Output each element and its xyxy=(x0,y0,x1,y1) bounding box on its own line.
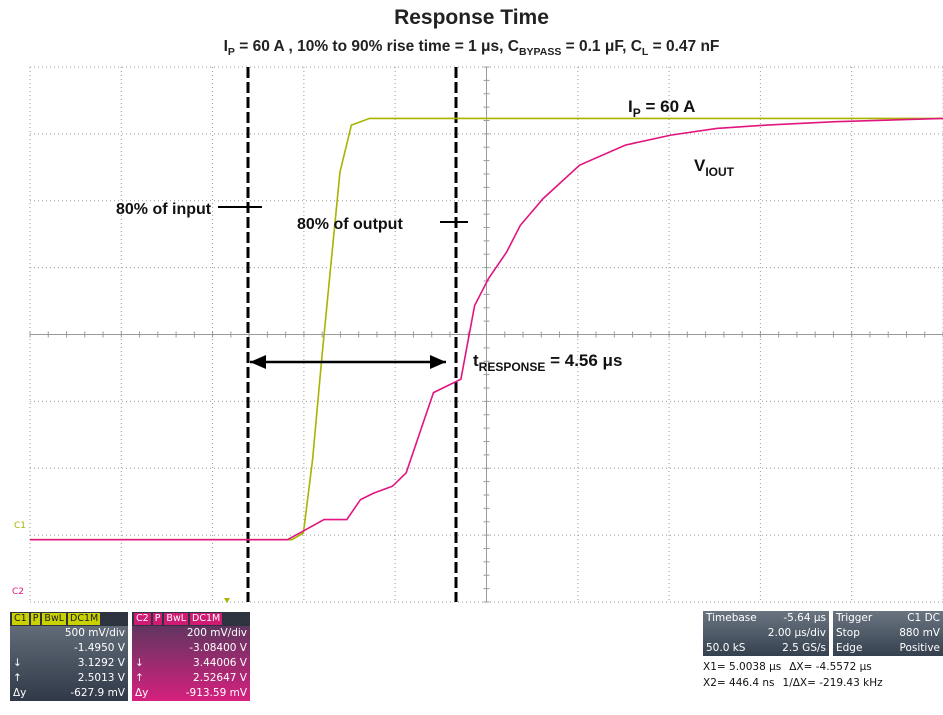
channel2-row: -3.08400 V xyxy=(189,642,247,654)
channel1-row: -1.4950 V xyxy=(73,642,125,654)
timebase-div: 2.00 μs/div xyxy=(767,627,826,639)
output80-label: 80% of output xyxy=(297,216,403,233)
channel1-panel[interactable]: C1 P BwL DC1M 500 mV/div -1.4950 V ↓ 3.12… xyxy=(10,612,128,701)
channel1-row: Δy -627.9 mV xyxy=(13,687,125,699)
channel2-id: C2 xyxy=(134,613,151,625)
cursor-measurements: X1= 5.0038 μs ΔX= -4.5572 μs X2= 446.4 ns… xyxy=(703,659,943,691)
channel2-row: ↑ 2.52647 V xyxy=(135,672,247,684)
channel1-row: ↓ 3.1292 V xyxy=(13,657,125,669)
channel1-header: C1 P BwL DC1M xyxy=(10,612,128,626)
chart-subtitle: IP = 60 A , 10% to 90% rise time = 1 μs,… xyxy=(223,38,720,59)
timebase-sampling: 50.0 kS 2.5 GS/s xyxy=(706,642,826,654)
input80-label: 80% of input xyxy=(116,201,212,218)
channel2-row: Δy -913.59 mV xyxy=(135,687,247,699)
channel1-coupling: DC1M xyxy=(68,613,101,625)
response-arrow-left xyxy=(250,355,266,369)
x1-readout: X1= 5.0038 μs xyxy=(703,661,782,673)
channel2-header: C2 P BwL DC1M xyxy=(132,612,250,626)
c1-ground-marker: C1 xyxy=(14,521,26,531)
dx-readout: ΔX= -4.5572 μs xyxy=(789,661,872,673)
channel1-id: C1 xyxy=(12,613,29,625)
channel2-row: ↓ 3.44006 V xyxy=(135,657,247,669)
channel2-p: P xyxy=(152,613,163,625)
trigger-mode: Stop 880 mV xyxy=(836,627,940,639)
c2-ground-marker: C2 xyxy=(12,587,24,597)
tresponse-label: tRESPONSE = 4.56 μs xyxy=(473,351,622,374)
channel1-p: P xyxy=(30,613,41,625)
ip-label: IP = 60 A xyxy=(628,97,695,120)
channel2-row: 200 mV/div xyxy=(186,627,247,639)
trace-c1 xyxy=(30,117,943,541)
trigger-panel[interactable]: Trigger C1 DC Stop 880 mV Edge Positive xyxy=(833,611,943,656)
inv-dx-readout: 1/ΔX= -219.43 kHz xyxy=(782,677,883,689)
response-arrow-right xyxy=(430,355,446,369)
timebase-panel[interactable]: Timebase -5.64 μs 2.00 μs/div 50.0 kS 2.5 … xyxy=(703,611,829,656)
viout-label: VIOUT xyxy=(694,156,735,179)
trace-c2 xyxy=(30,117,943,541)
channel2-coupling: DC1M xyxy=(190,613,223,625)
channel1-row: ↑ 2.5013 V xyxy=(13,672,125,684)
channel2-panel[interactable]: C2 P BwL DC1M 200 mV/div -3.08400 V ↓ 3.4… xyxy=(132,612,250,701)
trigger-type: Edge Positive xyxy=(836,642,940,654)
scope-screen: 80% of input 80% of output IP = 60 A VIO… xyxy=(12,66,943,603)
chart-title: Response Time xyxy=(394,6,549,29)
channel1-row: 500 mV/div xyxy=(64,627,125,639)
timebase-header: Timebase -5.64 μs xyxy=(706,612,826,624)
grid xyxy=(29,66,943,603)
x2-readout: X2= 446.4 ns xyxy=(703,677,775,689)
trigger-marker-icon xyxy=(224,598,230,603)
trigger-header: Trigger C1 DC xyxy=(836,612,940,624)
channel2-bw: BwL xyxy=(164,613,189,625)
series-layer xyxy=(30,117,943,541)
channel1-bw: BwL xyxy=(42,613,67,625)
